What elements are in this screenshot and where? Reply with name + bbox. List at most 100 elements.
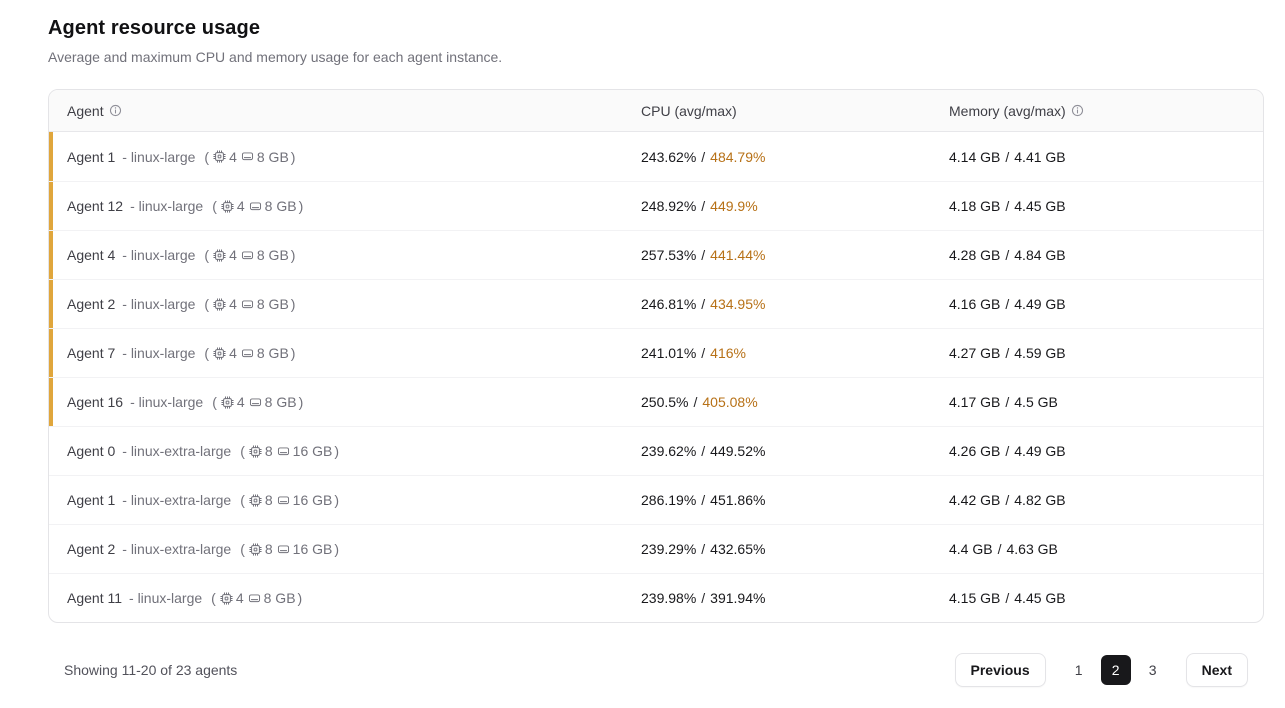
cpu-avg-value: 250.5%	[641, 394, 689, 410]
agent-name: Agent 12	[67, 198, 124, 214]
agent-name: Agent 1	[67, 492, 116, 508]
memory-icon	[249, 396, 262, 409]
cpu-usage-cell: 248.92%/449.9%	[641, 198, 949, 214]
slash-separator: /	[701, 443, 706, 459]
memory-max-value: 4.84 GB	[1014, 247, 1066, 263]
agent-name: Agent 0	[67, 443, 116, 459]
cpu-icon	[213, 346, 226, 360]
next-page-button[interactable]: Next	[1185, 653, 1248, 687]
cpu-icon	[221, 199, 234, 213]
table-row: Agent 1- linux-large(4 8 GB) 243.62%/484.7…	[49, 132, 1263, 181]
slash-separator: /	[1005, 394, 1010, 410]
memory-max-value: 4.49 GB	[1014, 296, 1066, 312]
memory-avg-value: 4.18 GB	[949, 198, 1001, 214]
memory-icon	[277, 494, 290, 507]
slash-separator: /	[1005, 247, 1010, 263]
cpu-avg-value: 248.92%	[641, 198, 697, 214]
page-number-2-current[interactable]: 2	[1100, 655, 1131, 685]
previous-page-button[interactable]: Previous	[954, 653, 1046, 687]
close-paren: )	[297, 590, 303, 606]
agent-cell: Agent 7 - linux-large (4 8 GB)	[49, 329, 641, 377]
table-body: Agent 1- linux-large(4 8 GB) 243.62%/484.7…	[49, 132, 1263, 622]
agent-spec: (8 16 GB)	[240, 443, 339, 459]
agent-cell: Agent 4 - linux-large (4 8 GB)	[49, 231, 641, 279]
agent-flavor: - linux-large	[130, 198, 204, 214]
column-header-cpu: CPU (avg/max)	[641, 103, 949, 119]
agent-cell: Agent 1 - linux-extra-large (8 16 GB)	[49, 492, 641, 508]
cpu-avg-value: 243.62%	[641, 148, 697, 165]
open-paren: (	[240, 541, 245, 557]
page-head: Agent resource usage Average and maximum…	[48, 0, 1264, 65]
agent-cell: Agent 16 - linux-large (4 8 GB)	[49, 378, 641, 426]
table-footer: Showing 11-20 of 23 agents Previous 1 2 …	[48, 653, 1264, 687]
memory-icon	[241, 249, 254, 262]
agent-spec: (8 16 GB)	[240, 492, 339, 508]
agent-flavor: - linux-large	[122, 345, 196, 361]
cpu-max-value: 434.95%	[710, 296, 766, 312]
agent-mem-size: 16 GB	[292, 492, 333, 508]
memory-max-value: 4.82 GB	[1014, 492, 1066, 508]
page-number-1[interactable]: 1	[1074, 662, 1083, 678]
table-row: Agent 1 - linux-extra-large (8 16 GB) 286.19…	[49, 475, 1263, 524]
table-row: Agent 12- linux-large(4 8 GB) 248.92%/449.…	[49, 181, 1263, 230]
cpu-warning-accent-bar	[49, 132, 53, 181]
cpu-avg-value: 241.01%	[641, 345, 697, 361]
slash-separator: /	[701, 541, 706, 557]
slash-separator: /	[701, 247, 706, 263]
memory-max-value: 4.59 GB	[1014, 345, 1066, 361]
agent-cpu-count: 4	[229, 247, 237, 263]
memory-usage-cell: 4.18 GB/4.45 GB	[949, 198, 1263, 214]
cpu-warning-accent-bar	[49, 280, 53, 328]
cpu-avg-value: 239.62%	[641, 443, 697, 459]
info-icon[interactable]	[109, 104, 122, 117]
info-icon[interactable]	[1071, 104, 1084, 117]
agent-spec: (8 16 GB)	[240, 541, 339, 557]
agent-cpu-count: 8	[264, 541, 273, 557]
agent-mem-size: 16 GB	[292, 443, 333, 459]
memory-usage-cell: 4.42 GB/4.82 GB	[949, 492, 1263, 508]
agent-name: Agent 1	[67, 148, 116, 165]
close-paren: )	[290, 345, 296, 361]
cpu-max-value: 449.9%	[710, 198, 758, 214]
column-header-cpu-label: CPU (avg/max)	[641, 102, 737, 119]
cpu-warning-accent-bar	[49, 231, 53, 279]
agent-spec: (4 8 GB)	[204, 149, 295, 165]
agent-mem-size: 8 GB	[263, 590, 296, 606]
memory-avg-value: 4.14 GB	[949, 148, 1001, 165]
agent-name: Agent 7	[67, 345, 116, 361]
agent-cpu-count: 4	[235, 590, 244, 606]
cpu-icon	[221, 395, 234, 409]
agent-cell: Agent 0 - linux-extra-large (8 16 GB)	[49, 443, 641, 459]
agent-name: Agent 4	[67, 247, 116, 263]
agent-cell: Agent 11 - linux-large (4 8 GB)	[49, 590, 641, 606]
agent-flavor: - linux-large	[122, 296, 196, 312]
memory-max-value: 4.63 GB	[1006, 541, 1058, 557]
memory-avg-value: 4.28 GB	[949, 247, 1001, 263]
slash-separator: /	[693, 394, 698, 410]
table-row: Agent 2 - linux-extra-large (8 16 GB) 239.29…	[49, 524, 1263, 573]
cpu-avg-value: 239.29%	[641, 541, 697, 557]
open-paren: (	[212, 394, 217, 410]
agent-cell: Agent 1 - linux-large (4 8 GB)	[49, 132, 641, 181]
agent-name: Agent 2	[67, 296, 116, 312]
cpu-icon	[213, 248, 226, 262]
open-paren: (	[240, 443, 245, 459]
cpu-icon	[249, 444, 262, 458]
agent-flavor: - linux-large	[122, 148, 196, 165]
agent-spec: (4 8 GB)	[204, 296, 295, 312]
agent-resource-usage-panel: Agent resource usage Average and maximum…	[48, 0, 1264, 687]
page-number-3[interactable]: 3	[1148, 662, 1157, 678]
agent-cell: Agent 2 - linux-large (4 8 GB)	[49, 280, 641, 328]
cpu-avg-value: 246.81%	[641, 296, 697, 312]
agent-cpu-count: 8	[264, 443, 273, 459]
table-row: Agent 0 - linux-extra-large (8 16 GB) 239.62…	[49, 426, 1263, 475]
memory-max-value: 4.41 GB	[1014, 148, 1066, 165]
memory-usage-cell: 4.14 GB/4.41 GB	[949, 149, 1263, 165]
agent-mem-size: 16 GB	[292, 541, 333, 557]
slash-separator: /	[1005, 492, 1010, 508]
cpu-usage-cell: 239.98%/391.94%	[641, 590, 949, 606]
close-paren: )	[334, 541, 340, 557]
slash-separator: /	[1005, 345, 1010, 361]
slash-separator: /	[701, 345, 706, 361]
agent-mem-size: 8 GB	[256, 345, 289, 361]
